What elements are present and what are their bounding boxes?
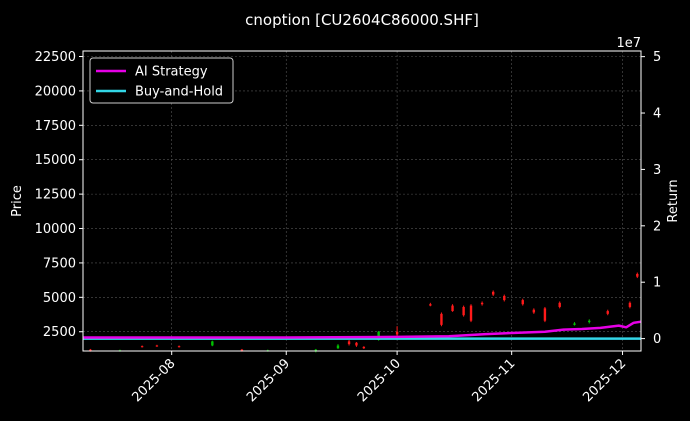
candle-body: [429, 304, 432, 306]
left-axis-tick-label: 10000: [35, 222, 76, 237]
left-axis-tick-label: 15000: [35, 153, 76, 168]
left-axis-tick-label: 20000: [35, 84, 76, 99]
candle-body: [336, 345, 340, 349]
candle-body: [240, 349, 244, 351]
right-axis-tick-label: 2: [653, 219, 661, 234]
left-axis-tick-label: 22500: [35, 50, 76, 65]
x-axis-tick-label: 2025-08: [129, 356, 178, 405]
y-axis-label-right: Return: [666, 179, 681, 222]
candle-body: [395, 331, 399, 335]
candle-body: [588, 320, 591, 323]
candle-body: [440, 313, 443, 325]
candle-body: [140, 346, 144, 348]
legend-label-ai-strategy: AI Strategy: [135, 65, 208, 80]
candle-body: [451, 305, 454, 312]
x-axis: 2025-08 2025-09 2025-10 2025-11 2025-12: [129, 351, 629, 405]
legend: AI Strategy Buy-and-Hold: [89, 57, 234, 104]
series-lines: [83, 320, 642, 340]
candle-body: [628, 302, 632, 307]
candle-body: [636, 273, 639, 277]
right-axis-tick-label: 5: [653, 50, 661, 65]
x-axis-tick-label: 2025-12: [580, 356, 629, 405]
series-line-ai-strategy: [83, 320, 642, 339]
candle-body: [347, 341, 351, 345]
candle-body: [177, 346, 181, 348]
left-axis-tick-label: 7500: [43, 256, 76, 271]
candle-body: [606, 311, 609, 314]
legend-label-buy-and-hold: Buy-and-Hold: [135, 85, 223, 100]
candle-body: [155, 345, 159, 347]
plot-frame: [82, 50, 642, 352]
right-axis-tick-label: 3: [653, 163, 661, 178]
left-axis-tick-label: 12500: [35, 188, 76, 203]
candle-body: [211, 341, 214, 346]
candle-body: [462, 306, 465, 316]
candle-body: [469, 305, 473, 321]
left-axis-tick-label: 5000: [43, 291, 76, 306]
left-axis-tick-label: 17500: [35, 119, 76, 134]
right-axis-tick-label: 0: [653, 332, 661, 347]
right-axis: 0 1 2 3 4 5: [641, 50, 661, 347]
candle-body: [521, 300, 524, 305]
grid: [83, 51, 641, 351]
left-axis-tick-label: 2500: [43, 325, 76, 340]
candle-body: [355, 342, 358, 346]
candle-body: [480, 302, 484, 305]
candle-body: [532, 309, 536, 313]
x-axis-tick-label: 2025-10: [355, 356, 404, 405]
candle-body: [543, 308, 547, 321]
right-axis-tick-label: 4: [653, 107, 661, 122]
candle-body: [558, 302, 561, 307]
candle-body: [503, 295, 506, 301]
candle-body: [573, 323, 576, 325]
candle-body: [314, 349, 318, 351]
x-axis-tick-label: 2025-09: [244, 356, 293, 405]
candle-body: [491, 291, 495, 295]
candle-body: [362, 346, 366, 349]
left-axis: 2500 5000 7500 10000 12500 15000 17500 20000 225…: [35, 50, 83, 340]
x-axis-tick-label: 2025-11: [469, 356, 518, 405]
candle-body: [89, 349, 92, 351]
right-axis-offset-label: 1e7: [616, 36, 641, 51]
chart-title: cnoption [CU2604C86000.SHF]: [245, 11, 479, 29]
y-axis-label-left: Price: [10, 185, 25, 217]
right-axis-tick-label: 1: [653, 276, 661, 291]
